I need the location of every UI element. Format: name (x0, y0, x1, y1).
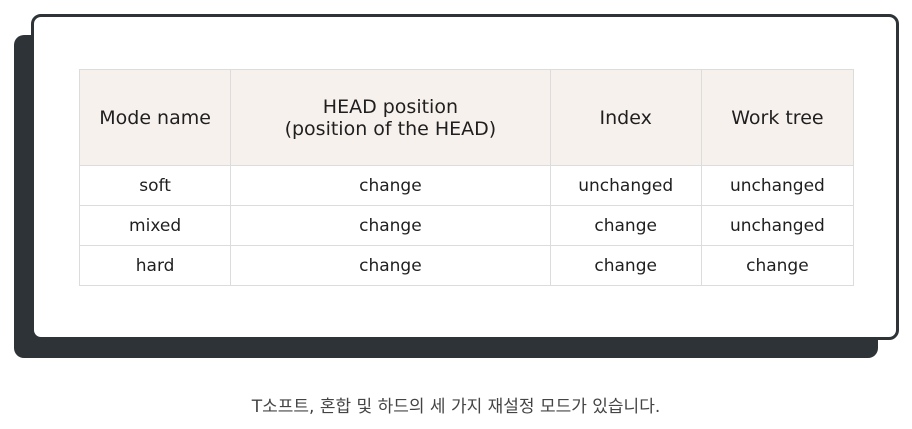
cell-index: unchanged (549, 165, 702, 206)
cell-index: change (549, 205, 702, 246)
cell-work-tree: unchanged (700, 165, 855, 206)
header-mode-name: Mode name (78, 69, 232, 166)
header-index: Index (549, 69, 702, 166)
cell-head: change (230, 245, 551, 286)
figure-caption: T소프트, 혼합 및 하드의 세 가지 재설정 모드가 있습니다. (251, 397, 661, 417)
cell-mode: mixed (78, 205, 232, 246)
header-head-position-line2: (position of the HEAD) (284, 117, 497, 140)
table-row: hard change change change (78, 245, 855, 286)
table-row: soft change unchanged unchanged (78, 165, 855, 206)
cell-index: change (549, 245, 702, 286)
cell-work-tree: unchanged (700, 205, 855, 246)
cell-work-tree: change (700, 245, 855, 286)
table-row: mixed change change unchanged (78, 205, 855, 246)
header-head-position-line1: HEAD position (322, 95, 458, 118)
reset-modes-table: Mode name HEAD position (position of the… (78, 69, 855, 286)
cell-head: change (230, 165, 551, 206)
table-header-row: Mode name HEAD position (position of the… (78, 69, 855, 166)
cell-mode: hard (78, 245, 232, 286)
header-work-tree: Work tree (700, 69, 855, 166)
figure-card: Mode name HEAD position (position of the… (31, 14, 899, 340)
header-head-position: HEAD position (position of the HEAD) (230, 69, 551, 166)
cell-mode: soft (78, 165, 232, 206)
cell-head: change (230, 205, 551, 246)
